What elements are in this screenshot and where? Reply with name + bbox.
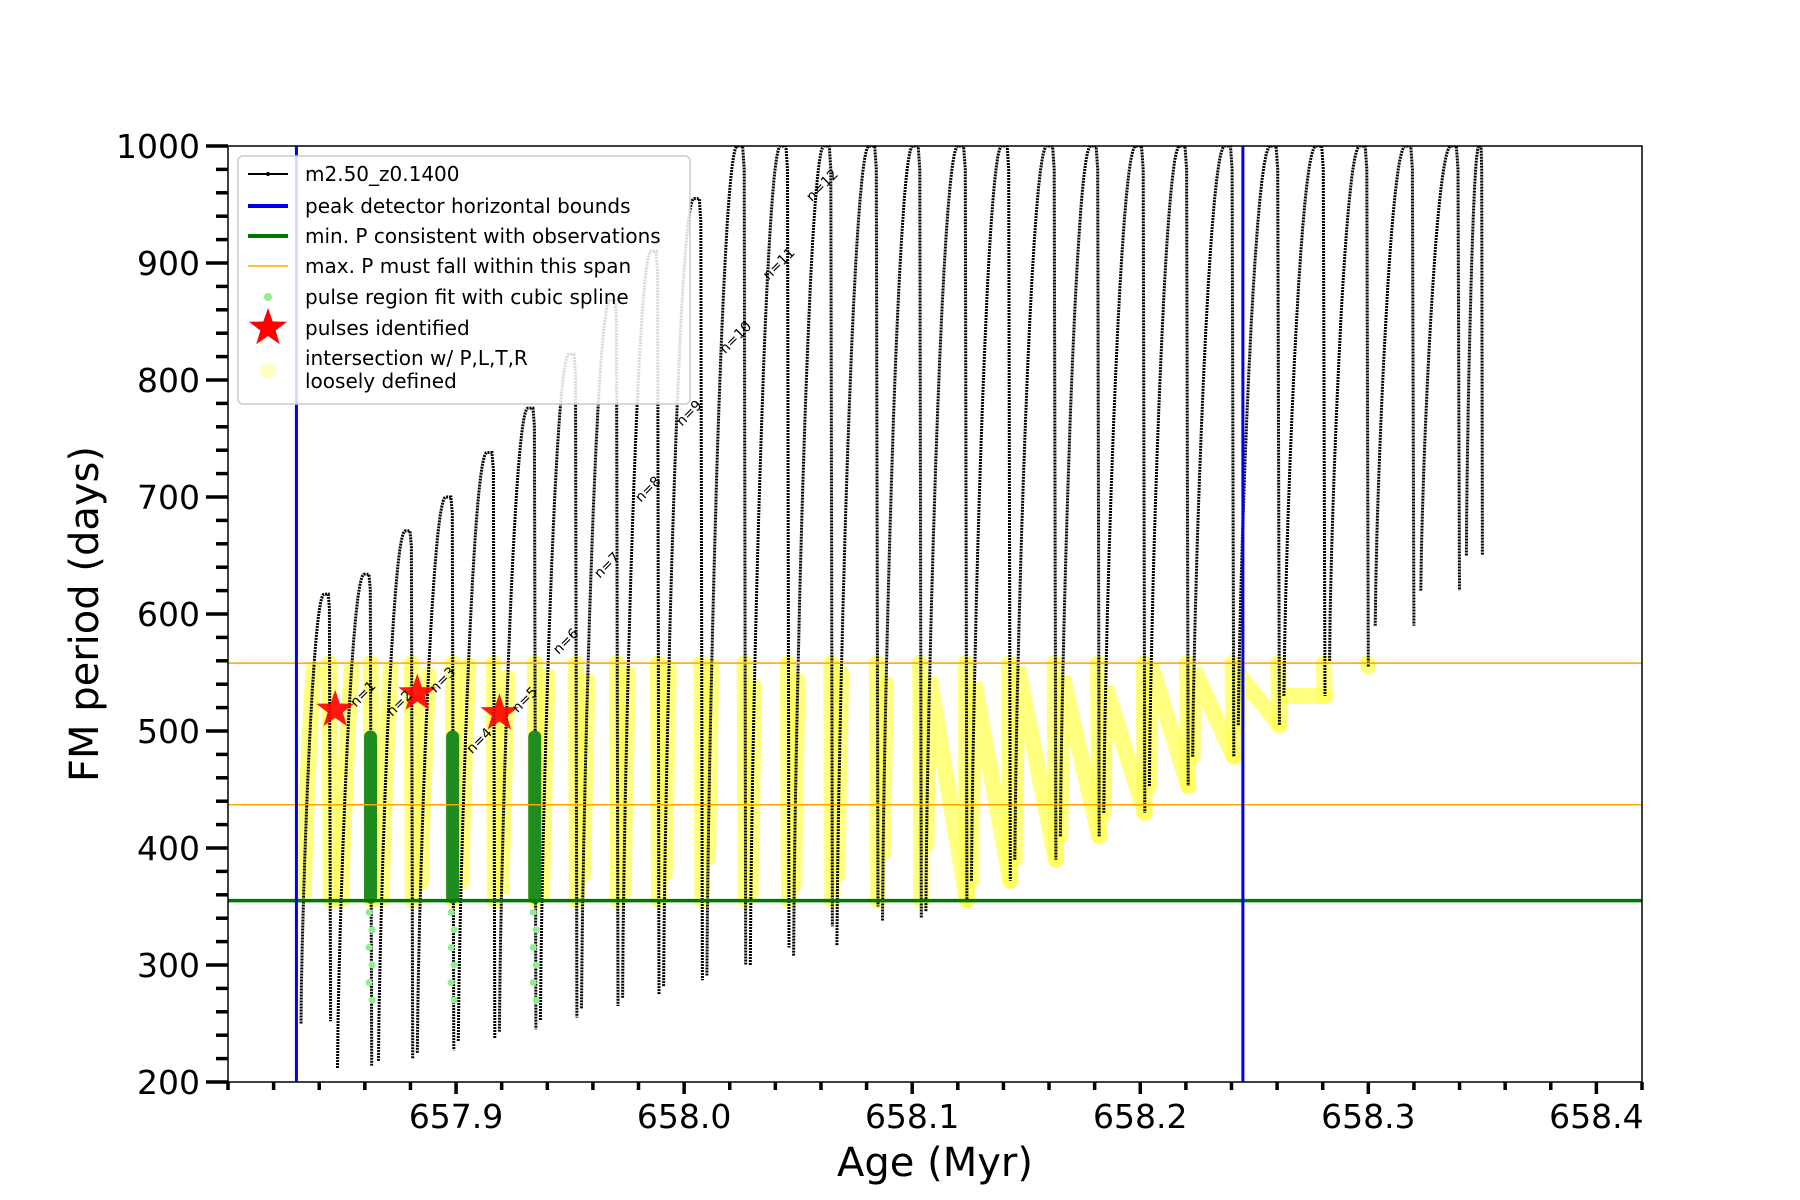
period-curve [1282,146,1327,696]
legend-swatch-star [249,308,287,345]
pulse-stars [316,673,519,730]
period-curve [924,146,969,912]
legend-label: loosely defined [305,369,457,393]
period-curve [415,495,456,1053]
x-axis-title: Age (Myr) [837,1140,1033,1186]
spline-fit-point [368,996,376,1004]
legend-label: pulse region fit with cubic spline [305,285,629,309]
intersection-band [412,666,437,891]
y-tick-label: 1000 [116,127,200,166]
y-tick-label: 400 [137,829,200,868]
period-curve [1191,146,1236,757]
legend-label: pulses identified [305,316,470,340]
period-curve [970,146,1012,881]
spline-fit-point [447,943,455,951]
intersection-band [295,661,322,901]
legend-box [237,155,691,405]
legend-swatch-dot [264,293,272,301]
spline-fit-point [365,908,373,916]
period-curve [336,572,374,1069]
legend-label: m2.50_z0.1400 [305,162,460,186]
period-curve [1147,146,1190,787]
pulse-identified-star [316,689,355,727]
period-curve [1328,146,1370,667]
spline-fit-point [529,908,537,916]
legend-label: peak detector horizontal bounds [305,194,631,218]
spline-fit-point [529,943,537,951]
spline-fit-point [450,926,458,934]
y-tick-label: 700 [137,478,200,517]
x-tick-label: 658.4 [1549,1097,1643,1136]
period-curve [835,146,880,946]
spline-fit-point [447,979,455,987]
spline-fit-point [450,996,458,1004]
period-curve [1236,146,1281,726]
x-tick-label: 658.0 [637,1097,731,1136]
spline-fit-point [365,979,373,987]
spline-fit-point [532,926,540,934]
x-tick-label: 658.1 [865,1097,959,1136]
period-curve [748,146,791,966]
y-tick-label: 900 [137,244,200,283]
period-curve [1464,146,1484,556]
y-tick-label: 200 [137,1063,200,1102]
period-curve [1102,146,1147,813]
legend-label: max. P must fall within this span [305,254,631,278]
y-axis-title: FM period (days) [62,446,108,782]
spline-fit-point [365,943,373,951]
period-curve [1058,146,1101,837]
horizontal-lines [228,662,1642,903]
spline-fit-point [447,908,455,916]
x-tick-label: 657.9 [409,1097,503,1136]
spline-fit-point [450,961,458,969]
period-curve [1013,146,1058,860]
period-curve [705,146,748,976]
y-axis: 200 300 400 500 600 700 800 900 1000 [116,127,228,1102]
spline-fit-point [532,961,540,969]
y-tick-label: 600 [137,595,200,634]
period-curve [662,197,704,987]
spline-fit-point [529,979,537,987]
x-tick-label: 658.3 [1321,1097,1415,1136]
period-curve [377,529,415,1061]
legend-swatch-dot [260,363,276,379]
x-tick-label: 658.2 [1093,1097,1187,1136]
legend-swatch-dot [266,172,270,176]
spline-fit-point [368,926,376,934]
legend-label: min. P consistent with observations [305,224,661,248]
spline-fit-point [532,996,540,1004]
x-axis: 657.9 658.0 658.1 658.2 658.3 658.4 [226,1082,1644,1136]
period-curve [881,146,923,921]
pulse-identified-star [480,693,519,730]
period-curves [299,146,1484,1069]
y-tick-label: 800 [137,361,200,400]
period-curve [497,406,538,1032]
y-tick-label: 500 [137,712,200,751]
spline-fit-regions [364,730,542,1004]
period-curve [456,451,497,1042]
period-curve [299,592,333,1024]
spline-fit-point [368,961,376,969]
legend-label: intersection w/ P,L,T,R [305,346,528,370]
y-tick-label: 300 [137,946,200,985]
intersection-band [534,667,556,903]
pulse-identified-star [398,673,437,710]
period-curve [792,146,834,956]
